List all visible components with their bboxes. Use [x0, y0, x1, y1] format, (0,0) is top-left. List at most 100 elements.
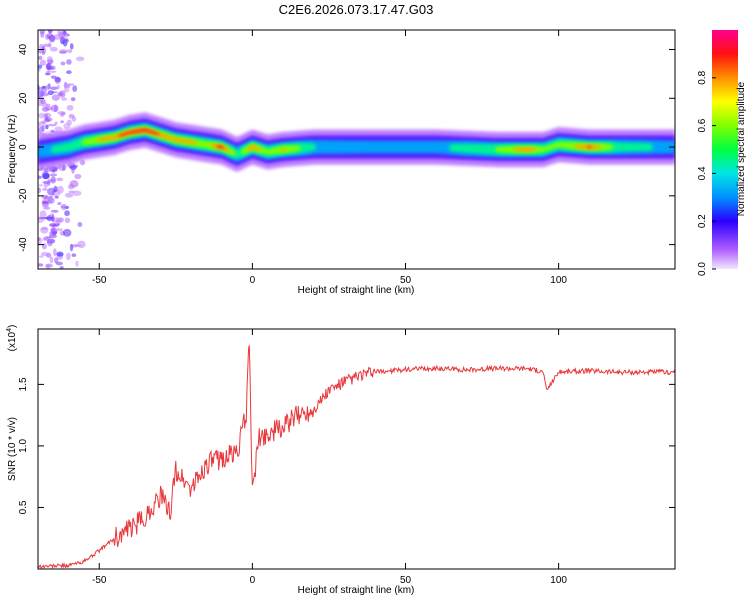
noise-speckle — [38, 126, 43, 135]
x-tick-label: -50 — [92, 275, 107, 286]
noise-speckle — [46, 216, 55, 220]
colorbar-tick-label: 0.4 — [697, 166, 708, 180]
noise-speckle — [38, 255, 44, 258]
noise-speckle — [68, 190, 76, 194]
heatmap-y-axis-label: Frequency (Hz) — [7, 115, 18, 184]
noise-speckle — [43, 112, 52, 118]
y-tick-label: 0 — [18, 144, 29, 150]
noise-speckle — [50, 228, 54, 231]
noise-speckle — [57, 92, 64, 97]
noise-speckle — [38, 112, 46, 119]
noise-speckle — [72, 164, 79, 168]
snr-panel: -50 0 50 100 0.5 1.0 1.5 Height of straight l… — [6, 325, 676, 596]
noise-speckle — [45, 85, 51, 91]
noise-speckle — [50, 129, 55, 133]
noise-speckle — [38, 55, 43, 61]
noise-speckle — [56, 177, 64, 182]
noise-speckle — [75, 56, 85, 62]
noise-speckle — [64, 210, 70, 217]
y-tick-label: 1.0 — [18, 439, 29, 453]
y-tick-label: 1.5 — [18, 377, 29, 391]
noise-speckle — [49, 179, 56, 182]
x-tick-label: -50 — [92, 575, 107, 586]
noise-speckle — [56, 85, 60, 90]
heatmap-x-ticks: -50 0 50 100 — [92, 30, 567, 286]
noise-speckle — [49, 223, 57, 227]
heatmap-frame — [37, 29, 676, 270]
heatmap-ridge — [38, 112, 675, 172]
snr-series-line — [38, 345, 675, 569]
noise-speckle — [50, 75, 57, 79]
noise-speckle — [44, 72, 51, 76]
noise-speckle — [60, 120, 64, 124]
noise-speckle — [71, 253, 77, 258]
noise-speckle — [38, 175, 43, 180]
noise-speckle — [63, 81, 68, 89]
noise-speckle — [62, 38, 70, 43]
noise-speckle — [77, 222, 83, 227]
noise-speckle — [49, 213, 54, 218]
noise-speckle — [51, 198, 56, 204]
noise-speckle — [41, 46, 47, 55]
y-tick-label: 20 — [18, 92, 29, 104]
y-tick-label: 0.5 — [18, 500, 29, 514]
x-tick-label: 100 — [550, 575, 567, 586]
noise-speckle — [54, 126, 63, 132]
noise-speckle — [54, 121, 58, 125]
noise-speckle — [40, 92, 49, 97]
x-tick-label: 50 — [400, 575, 412, 586]
noise-speckle — [71, 166, 75, 174]
noise-speckle — [56, 185, 64, 194]
noise-speckle — [40, 120, 45, 124]
noise-speckle — [63, 87, 70, 93]
noise-speckle — [66, 70, 72, 75]
noise-speckle — [60, 203, 67, 211]
noise-speckle — [48, 30, 53, 34]
noise-speckle — [40, 31, 45, 38]
snr-scale-note: (x104) — [6, 325, 18, 352]
noise-speckle — [69, 43, 74, 50]
colorbar-tick-label: 0.6 — [697, 118, 708, 132]
x-tick-label: 50 — [400, 275, 412, 286]
heatmap-panel: -50 0 50 100 -40 -20 0 20 40 Height of straight… — [7, 29, 676, 296]
noise-speckle — [38, 263, 44, 267]
figure-title: C2E6.2026.073.17.47.G03 — [279, 2, 434, 17]
noise-speckle — [41, 227, 48, 231]
y-tick-label: 40 — [18, 44, 29, 56]
noise-speckle — [75, 260, 79, 267]
noise-speckle — [54, 196, 59, 199]
noise-speckle — [68, 83, 75, 86]
noise-speckle — [45, 124, 49, 130]
noise-speckle — [45, 264, 50, 269]
noise-speckle — [66, 59, 72, 65]
noise-speckle — [50, 104, 59, 113]
noise-speckle — [50, 86, 58, 91]
noise-speckle — [41, 195, 49, 199]
noise-speckle — [77, 240, 86, 249]
snr-plot-area — [38, 329, 675, 569]
noise-speckle — [49, 256, 54, 264]
snr-frame — [37, 328, 676, 570]
noise-speckle — [63, 122, 71, 129]
noise-speckle — [64, 192, 74, 198]
colorbar-tick-label: 0.8 — [697, 70, 708, 84]
noise-speckle — [68, 113, 75, 119]
snr-x-axis-label: Height of straight line (km) — [298, 585, 415, 596]
noise-speckle — [46, 32, 54, 40]
noise-speckle — [42, 172, 50, 180]
x-tick-label: 100 — [550, 275, 567, 286]
noise-speckle — [74, 173, 82, 180]
noise-speckle — [59, 112, 65, 118]
colorbar-ticks: 0.0 0.2 0.4 0.6 0.8 — [697, 70, 716, 276]
noise-speckle — [51, 94, 61, 101]
noise-speckle — [48, 70, 57, 73]
noise-speckle — [56, 251, 64, 257]
snr-series-layer — [38, 345, 675, 569]
heatmap-x-axis-label: Height of straight line (km) — [298, 285, 415, 296]
noise-speckle — [42, 203, 49, 208]
y-tick-label: -40 — [18, 237, 29, 252]
noise-speckle — [38, 64, 43, 69]
noise-speckle — [64, 217, 71, 224]
noise-speckle — [65, 252, 71, 261]
snr-scale-note-base: (x104) — [6, 325, 18, 352]
